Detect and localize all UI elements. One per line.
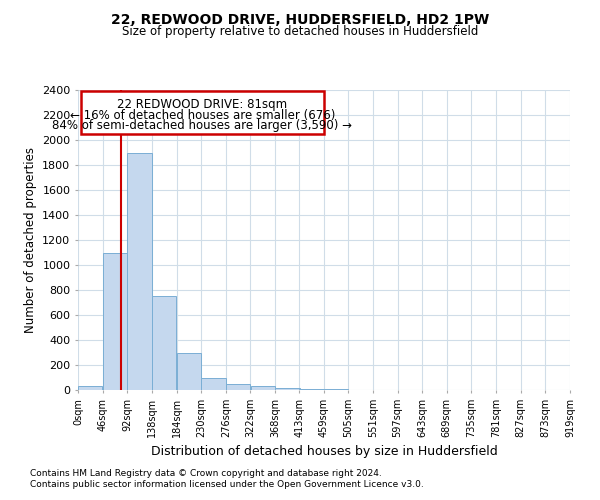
Text: 22, REDWOOD DRIVE, HUDDERSFIELD, HD2 1PW: 22, REDWOOD DRIVE, HUDDERSFIELD, HD2 1PW: [111, 12, 489, 26]
Bar: [299, 388, 323, 390]
Bar: [226, 384, 250, 390]
Bar: [251, 386, 275, 390]
Bar: [275, 388, 299, 390]
Text: ← 16% of detached houses are smaller (676): ← 16% of detached houses are smaller (67…: [70, 109, 335, 122]
Bar: [78, 386, 103, 390]
Bar: [103, 252, 127, 390]
Bar: [127, 152, 152, 390]
Text: Contains HM Land Registry data © Crown copyright and database right 2024.: Contains HM Land Registry data © Crown c…: [30, 468, 382, 477]
X-axis label: Distribution of detached houses by size in Huddersfield: Distribution of detached houses by size …: [151, 446, 497, 458]
Bar: [201, 378, 226, 390]
Bar: [176, 352, 201, 390]
Bar: [152, 296, 176, 390]
Text: 22 REDWOOD DRIVE: 81sqm: 22 REDWOOD DRIVE: 81sqm: [118, 98, 287, 111]
Text: 84% of semi-detached houses are larger (3,590) →: 84% of semi-detached houses are larger (…: [52, 120, 352, 132]
FancyBboxPatch shape: [80, 91, 324, 134]
Y-axis label: Number of detached properties: Number of detached properties: [23, 147, 37, 333]
Text: Size of property relative to detached houses in Huddersfield: Size of property relative to detached ho…: [122, 25, 478, 38]
Text: Contains public sector information licensed under the Open Government Licence v3: Contains public sector information licen…: [30, 480, 424, 489]
